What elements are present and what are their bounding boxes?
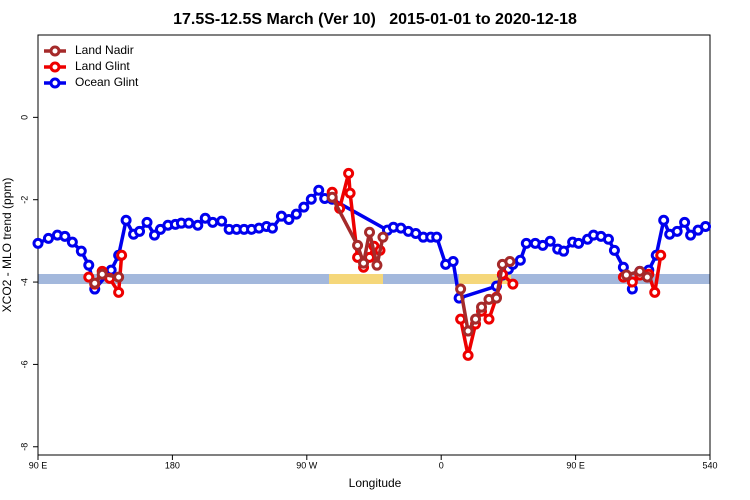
x-axis-label: Longitude [349,476,402,490]
point [313,184,325,196]
point [105,264,117,276]
point [655,249,667,261]
legend-label: Ocean Glint [75,75,139,89]
point [431,231,443,243]
point [344,187,356,199]
x-tick-label: 90 E [29,460,48,470]
point [455,283,467,295]
legend-label: Land Nadir [75,43,134,57]
point [266,222,278,234]
y-tick-label: -8 [19,443,29,451]
point [544,235,556,247]
point [59,230,71,242]
point [298,201,310,213]
point [83,259,95,271]
y-tick-label: 0 [19,115,29,120]
chart-title: 17.5S-12.5S March (Ver 10) 2015-01-01 to… [173,11,577,28]
point [700,220,712,232]
point [620,269,632,281]
y-tick-label: -4 [19,278,29,286]
point [283,213,295,225]
point [520,237,532,249]
point [207,216,219,228]
point [470,313,482,325]
point [120,214,132,226]
point [183,217,195,229]
point [290,208,302,220]
point [514,254,526,266]
x-tick-label: 90 W [296,460,318,470]
x-tick-label: 0 [439,460,444,470]
point [326,191,338,203]
point [216,215,228,227]
point [134,225,146,237]
x-tick-label: 180 [165,460,180,470]
point [83,271,95,283]
point [483,313,495,325]
point [462,325,474,337]
point [32,237,44,249]
point [371,259,383,271]
point [685,229,697,241]
legend-marker [49,61,61,73]
point [364,226,376,238]
point [626,276,638,288]
x-tick-label: 90 E [566,460,585,470]
point [113,271,125,283]
point [447,255,459,267]
point [75,245,87,257]
point [608,244,620,256]
point [573,237,585,249]
land-band [459,274,511,284]
point [343,167,355,179]
point [490,292,502,304]
point [305,193,317,205]
point [634,265,646,277]
point [96,268,108,280]
x-tick-label: 540 [702,460,717,470]
legend-marker [49,77,61,89]
point [558,245,570,257]
point [113,286,125,298]
point [455,313,467,325]
legend-label: Land Glint [75,59,130,73]
point [507,278,519,290]
point [476,301,488,313]
point [658,214,670,226]
point [649,286,661,298]
point [602,233,614,245]
point [358,257,370,269]
point [89,277,101,289]
point [42,232,54,244]
y-tick-label: -2 [19,196,29,204]
point [377,231,389,243]
point [352,239,364,251]
series-line [93,196,649,333]
legend-marker [49,45,61,57]
point [462,349,474,361]
point [679,216,691,228]
point [641,271,653,283]
y-tick-label: -6 [19,360,29,368]
land-band [329,274,383,284]
point [671,225,683,237]
y-axis-label: XCO2 - MLO trend (ppm) [0,178,14,313]
point [504,255,516,267]
point [116,249,128,261]
point [192,219,204,231]
point [141,216,153,228]
point [66,236,78,248]
